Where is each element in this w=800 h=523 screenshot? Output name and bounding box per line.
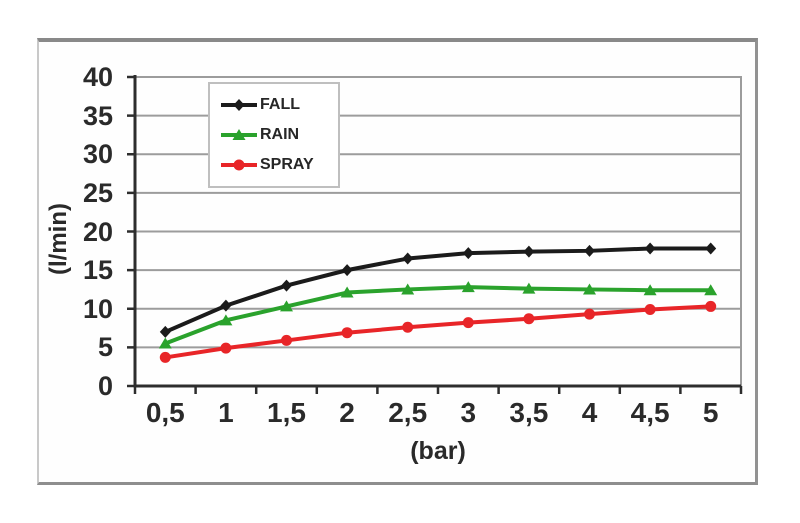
rain-series-line — [163, 285, 713, 346]
x-tick-label: 4 — [581, 397, 598, 428]
spray-series-line — [163, 304, 713, 360]
legend-item-rain: RAIN — [221, 126, 338, 144]
fall-data-point — [705, 242, 717, 255]
rain-data-point — [583, 283, 596, 295]
x-axis-title: (bar) — [410, 437, 466, 465]
legend-label: SPRAY — [260, 156, 314, 173]
rain-data-point — [643, 284, 657, 296]
x-tick-label: 4,5 — [630, 397, 670, 428]
spray-data-point — [281, 334, 292, 346]
rain-data-point — [461, 281, 475, 293]
y-tick-label: 20 — [82, 216, 113, 247]
fall-legend-marker-icon — [221, 99, 257, 111]
y-tick-label: 15 — [82, 255, 113, 286]
rain-data-point — [522, 282, 536, 294]
y-tick-label: 10 — [82, 293, 113, 324]
x-tick-label: 0,5 — [145, 397, 185, 428]
spray-data-point — [584, 308, 595, 320]
rain-data-point — [401, 283, 415, 295]
y-tick-label: 40 — [82, 62, 113, 92]
spray-data-point — [402, 321, 414, 333]
fall-data-point — [341, 264, 353, 277]
rain-data-point — [219, 314, 233, 326]
y-tick-label: 35 — [82, 100, 113, 131]
fall-data-point — [523, 245, 535, 258]
spray-data-point — [705, 300, 717, 312]
fall-data-point — [220, 299, 232, 312]
x-tick-label: 2,5 — [388, 397, 428, 428]
fall-data-point — [402, 252, 414, 265]
fall-data-point — [159, 325, 171, 338]
x-tick-label: 1,5 — [267, 397, 306, 428]
fall-data-point — [584, 244, 595, 257]
y-tick-label: 5 — [97, 332, 113, 363]
spray-data-point — [462, 317, 474, 329]
legend-label: FALL — [260, 96, 300, 113]
y-tick-label: 25 — [82, 177, 113, 208]
rain-data-point — [340, 286, 354, 298]
x-tick-label: 1 — [218, 397, 234, 428]
x-tick-label: 5 — [702, 397, 719, 428]
spray-data-point — [341, 327, 353, 339]
rain-legend-marker-icon — [221, 129, 257, 140]
y-tick-label: 0 — [97, 371, 113, 401]
spray-legend-marker-icon — [221, 159, 257, 171]
x-tick-label: 2 — [339, 397, 355, 428]
fall-series-line — [163, 246, 713, 334]
spray-data-point — [220, 342, 232, 354]
rain-data-point — [704, 284, 718, 296]
legend-item-fall: FALL — [221, 96, 338, 114]
fall-data-point — [462, 247, 474, 260]
x-tick-label: 3 — [460, 397, 477, 428]
spray-data-point — [523, 313, 535, 325]
fall-data-point — [644, 242, 656, 255]
fall-data-point — [281, 279, 292, 292]
rain-data-point — [280, 300, 293, 312]
y-tick-label: 30 — [82, 139, 113, 170]
y-axis-title: (l/min) — [45, 203, 72, 275]
rain-data-point — [158, 337, 172, 349]
legend: FALL RAIN SPRAY — [208, 82, 340, 188]
legend-item-spray: SPRAY — [221, 156, 338, 174]
spray-data-point — [644, 304, 656, 316]
x-tick-label: 3,5 — [509, 397, 549, 428]
legend-label: RAIN — [260, 126, 300, 143]
spray-data-point — [159, 351, 171, 363]
